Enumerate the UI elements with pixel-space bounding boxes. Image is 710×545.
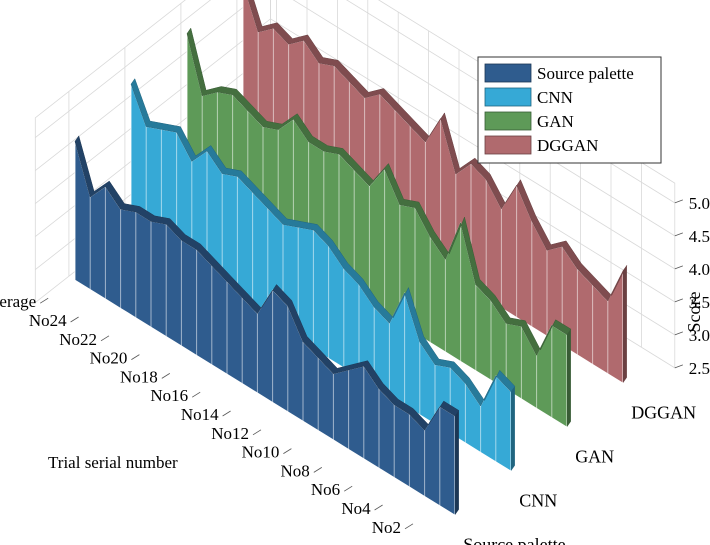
legend-swatch [484,135,532,155]
legend-swatch [484,63,532,83]
z-axis-label: Score [684,291,704,332]
z-tick [674,298,683,303]
series-top [130,78,516,407]
x-tick-label: No4 [341,499,371,518]
legend-swatch [484,87,532,107]
legend: Source palette CNN GAN DGGAN [477,56,662,164]
legend-label: Source palette [537,64,634,83]
x-tick [100,335,110,342]
legend-label: DGGAN [537,136,598,155]
legend-label: CNN [537,88,573,107]
x-tick-label: No16 [150,386,188,405]
y-tick-label: DGGAN [631,402,696,422]
gridline [35,18,676,270]
x-tick-label: No18 [120,367,158,386]
x-tick [191,391,201,398]
y-tick-label: CNN [519,490,557,510]
x-tick [343,485,353,492]
ribbons [74,0,628,516]
x-tick-label: No22 [59,330,97,349]
series-top [186,27,572,356]
tick-labels: No2No4No6No8No10No12No14No16No18No20No22… [0,194,710,545]
x-tick-label: No8 [281,461,310,480]
x-tick-label: No20 [90,349,128,368]
z-tick-label: 2.5 [689,359,710,378]
x-tick [70,316,79,323]
z-tick [674,331,683,336]
x-tick [374,504,383,511]
series-source-palette [74,135,460,516]
x-tick-label: No10 [242,443,280,462]
x-tick-label: No14 [181,405,219,424]
series-end [623,265,627,383]
legend-swatch [484,111,532,131]
x-tick-label: No6 [311,480,340,499]
z-tick-label: 4.5 [689,227,710,246]
x-tick-label: No2 [372,518,401,537]
x-tick-label: Average [0,292,36,311]
z-tick [674,265,683,270]
series-top [74,135,460,431]
x-tick [161,373,171,379]
z-tick-label: 5.0 [689,194,710,213]
z-tick-label: 4.0 [689,260,710,279]
z-tick-label: 3.5 [689,293,710,312]
z-tick [674,199,683,204]
x-tick [313,467,323,473]
series-end [455,410,459,515]
z-tick [674,364,683,369]
series-end [511,386,515,471]
x-tick-label: No12 [211,424,249,443]
z-tick [674,232,683,237]
legend-label: GAN [537,112,574,131]
x-axis-label: Trial serial number [48,453,178,472]
y-tick-label: GAN [575,446,614,466]
x-tick [131,354,140,360]
x-tick [222,410,231,417]
x-tick [39,297,49,304]
series-dggan [242,0,628,384]
series-top [248,0,628,302]
x-tick [252,429,262,436]
y-tick-label: Source palette [463,534,565,545]
x-tick-label: No24 [29,311,67,330]
z-tick-label: 3.0 [689,326,710,345]
x-tick [283,448,292,454]
series-end [567,329,571,427]
x-tick [404,523,414,530]
